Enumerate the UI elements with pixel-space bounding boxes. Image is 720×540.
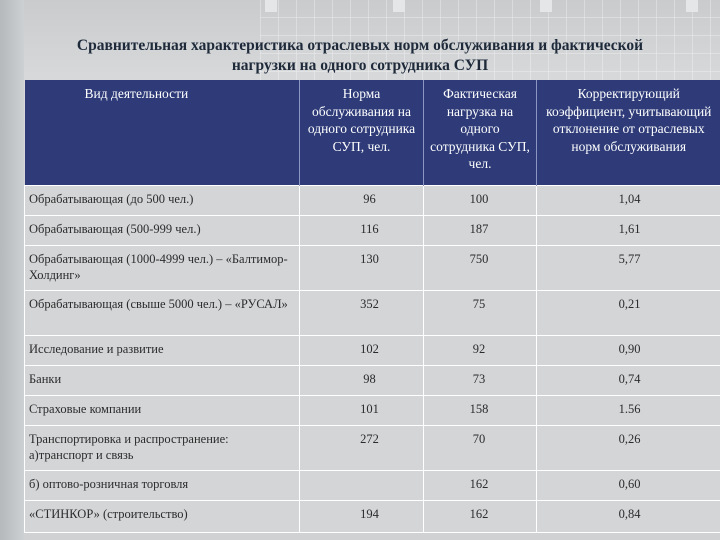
header-activity: Вид деятельности	[24, 80, 300, 185]
background-tile	[265, 0, 277, 12]
cell-activity: Обрабатывающая (1000-4999 чел.) – «Балти…	[24, 244, 300, 291]
table-row: Исследование и развитие 102 92 0,90	[24, 334, 720, 366]
cell-norm: 98	[299, 364, 424, 396]
cell-coef: 1,04	[536, 184, 720, 216]
cell-actual: 75	[423, 289, 537, 336]
cell-norm: 101	[299, 394, 424, 426]
cell-norm: 116	[299, 214, 424, 246]
cell-actual: 70	[423, 424, 537, 471]
background-tile	[393, 0, 405, 12]
cell-coef: 5,77	[536, 244, 720, 291]
table-row: Обрабатывающая (500-999 чел.) 116 187 1,…	[24, 214, 720, 246]
table-row: Страховые компании 101 158 1.56	[24, 394, 720, 426]
table-row: «СТИНКОР» (строительство) 194 162 0,84	[24, 499, 720, 533]
cell-activity: Обрабатывающая (до 500 чел.)	[24, 184, 300, 216]
table-row: Обрабатывающая (до 500 чел.) 96 100 1,04	[24, 184, 720, 216]
cell-coef: 0,84	[536, 499, 720, 533]
header-actual-load: Фактическая нагрузка на одного сотрудник…	[423, 80, 537, 185]
cell-activity: Страховые компании	[24, 394, 300, 426]
table-row: Транспортировка и распространение: а)тра…	[24, 424, 720, 471]
cell-norm: 96	[299, 184, 424, 216]
table-row: Обрабатывающая (свыше 5000 чел.) – «РУСА…	[24, 289, 720, 336]
header-norm: Норма обслуживания на одного сотрудника …	[299, 80, 424, 185]
cell-norm: 194	[299, 499, 424, 533]
cell-coef: 0,60	[536, 469, 720, 501]
cell-activity: Обрабатывающая (500-999 чел.)	[24, 214, 300, 246]
cell-norm: 352	[299, 289, 424, 336]
cell-actual: 92	[423, 334, 537, 366]
cell-actual: 158	[423, 394, 537, 426]
cell-activity: б) оптово-розничная торговля	[24, 469, 300, 501]
cell-activity: Исследование и развитие	[24, 334, 300, 366]
table-row: Обрабатывающая (1000-4999 чел.) – «Балти…	[24, 244, 720, 291]
cell-activity: Транспортировка и распространение: а)тра…	[24, 424, 300, 471]
cell-activity: «СТИНКОР» (строительство)	[24, 499, 300, 533]
cell-norm: 102	[299, 334, 424, 366]
cell-activity: Банки	[24, 364, 300, 396]
cell-coef: 0,74	[536, 364, 720, 396]
cell-norm: 272	[299, 424, 424, 471]
cell-coef: 0,21	[536, 289, 720, 336]
cell-activity: Обрабатывающая (свыше 5000 чел.) – «РУСА…	[24, 289, 300, 336]
left-decorative-bar	[0, 0, 24, 540]
table-header-row: Вид деятельности Норма обслуживания на о…	[24, 80, 720, 185]
table-row: Банки 98 73 0,74	[24, 364, 720, 396]
cell-actual: 100	[423, 184, 537, 216]
comparison-table: Вид деятельности Норма обслуживания на о…	[24, 80, 720, 533]
cell-coef: 0,26	[536, 424, 720, 471]
cell-actual: 73	[423, 364, 537, 396]
cell-norm: 130	[299, 244, 424, 291]
cell-actual: 162	[423, 469, 537, 501]
cell-actual: 162	[423, 499, 537, 533]
header-coefficient: Корректирующий коэффициент, учитывающий …	[536, 80, 720, 185]
background-grid-pattern	[260, 0, 720, 90]
cell-actual: 750	[423, 244, 537, 291]
cell-coef: 1,61	[536, 214, 720, 246]
cell-coef: 0,90	[536, 334, 720, 366]
cell-actual: 187	[423, 214, 537, 246]
cell-norm	[299, 469, 424, 501]
slide-title: Сравнительная характеристика отраслевых …	[76, 37, 644, 74]
table-row: б) оптово-розничная торговля 162 0,60	[24, 469, 720, 501]
background-tile	[686, 0, 698, 12]
background-tile	[540, 0, 552, 12]
cell-coef: 1.56	[536, 394, 720, 426]
